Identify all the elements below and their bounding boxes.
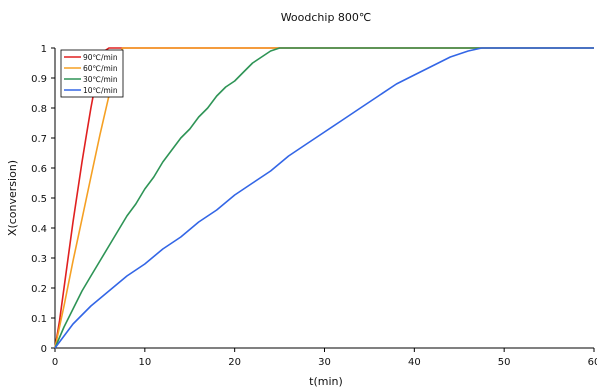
- x-tick-label: 40: [408, 357, 421, 368]
- x-tick-label: 0: [52, 357, 58, 368]
- y-tick-label: 0.2: [31, 284, 47, 295]
- x-tick-label: 20: [228, 357, 241, 368]
- axes: 00.10.20.30.40.50.60.70.80.910 10 20 30 40 50…: [31, 44, 597, 368]
- y-tick-label: 0.8: [31, 104, 47, 115]
- y-tick-label: 0: [41, 344, 47, 355]
- series-line: [54, 47, 594, 349]
- legend-label: 30℃/min: [83, 75, 118, 84]
- x-tick-label: 60: [588, 357, 597, 368]
- y-tick-label: 0.5: [31, 194, 47, 205]
- y-tick-label: 0.9: [31, 74, 47, 85]
- y-tick-label: 0.1: [31, 314, 47, 325]
- x-axis-title: t(min): [309, 375, 343, 387]
- legend-box: [60, 49, 124, 98]
- series-layer: [54, 47, 594, 349]
- y-tick-label: 0.7: [31, 134, 47, 145]
- legend-label: 60℃/min: [83, 64, 118, 73]
- series-line: [54, 47, 594, 349]
- series-line: [54, 47, 594, 349]
- x-tick-label: 10: [138, 357, 151, 368]
- series-line: [54, 47, 594, 349]
- legend: 90℃/min 60℃/min 30℃/min 10℃/min: [60, 49, 124, 98]
- chart-title: Woodchip 800℃: [281, 11, 372, 24]
- legend-label: 10℃/min: [83, 86, 118, 95]
- y-tick-label: 0.6: [31, 164, 47, 175]
- legend-label: 90℃/min: [83, 53, 118, 62]
- x-tick-label: 50: [498, 357, 511, 368]
- x-tick-label: 30: [318, 357, 331, 368]
- y-tick-label: 0.3: [31, 254, 47, 265]
- y-tick-label: 1: [41, 44, 47, 55]
- y-axis-title: X(conversion): [6, 160, 19, 236]
- y-tick-label: 0.4: [31, 224, 47, 235]
